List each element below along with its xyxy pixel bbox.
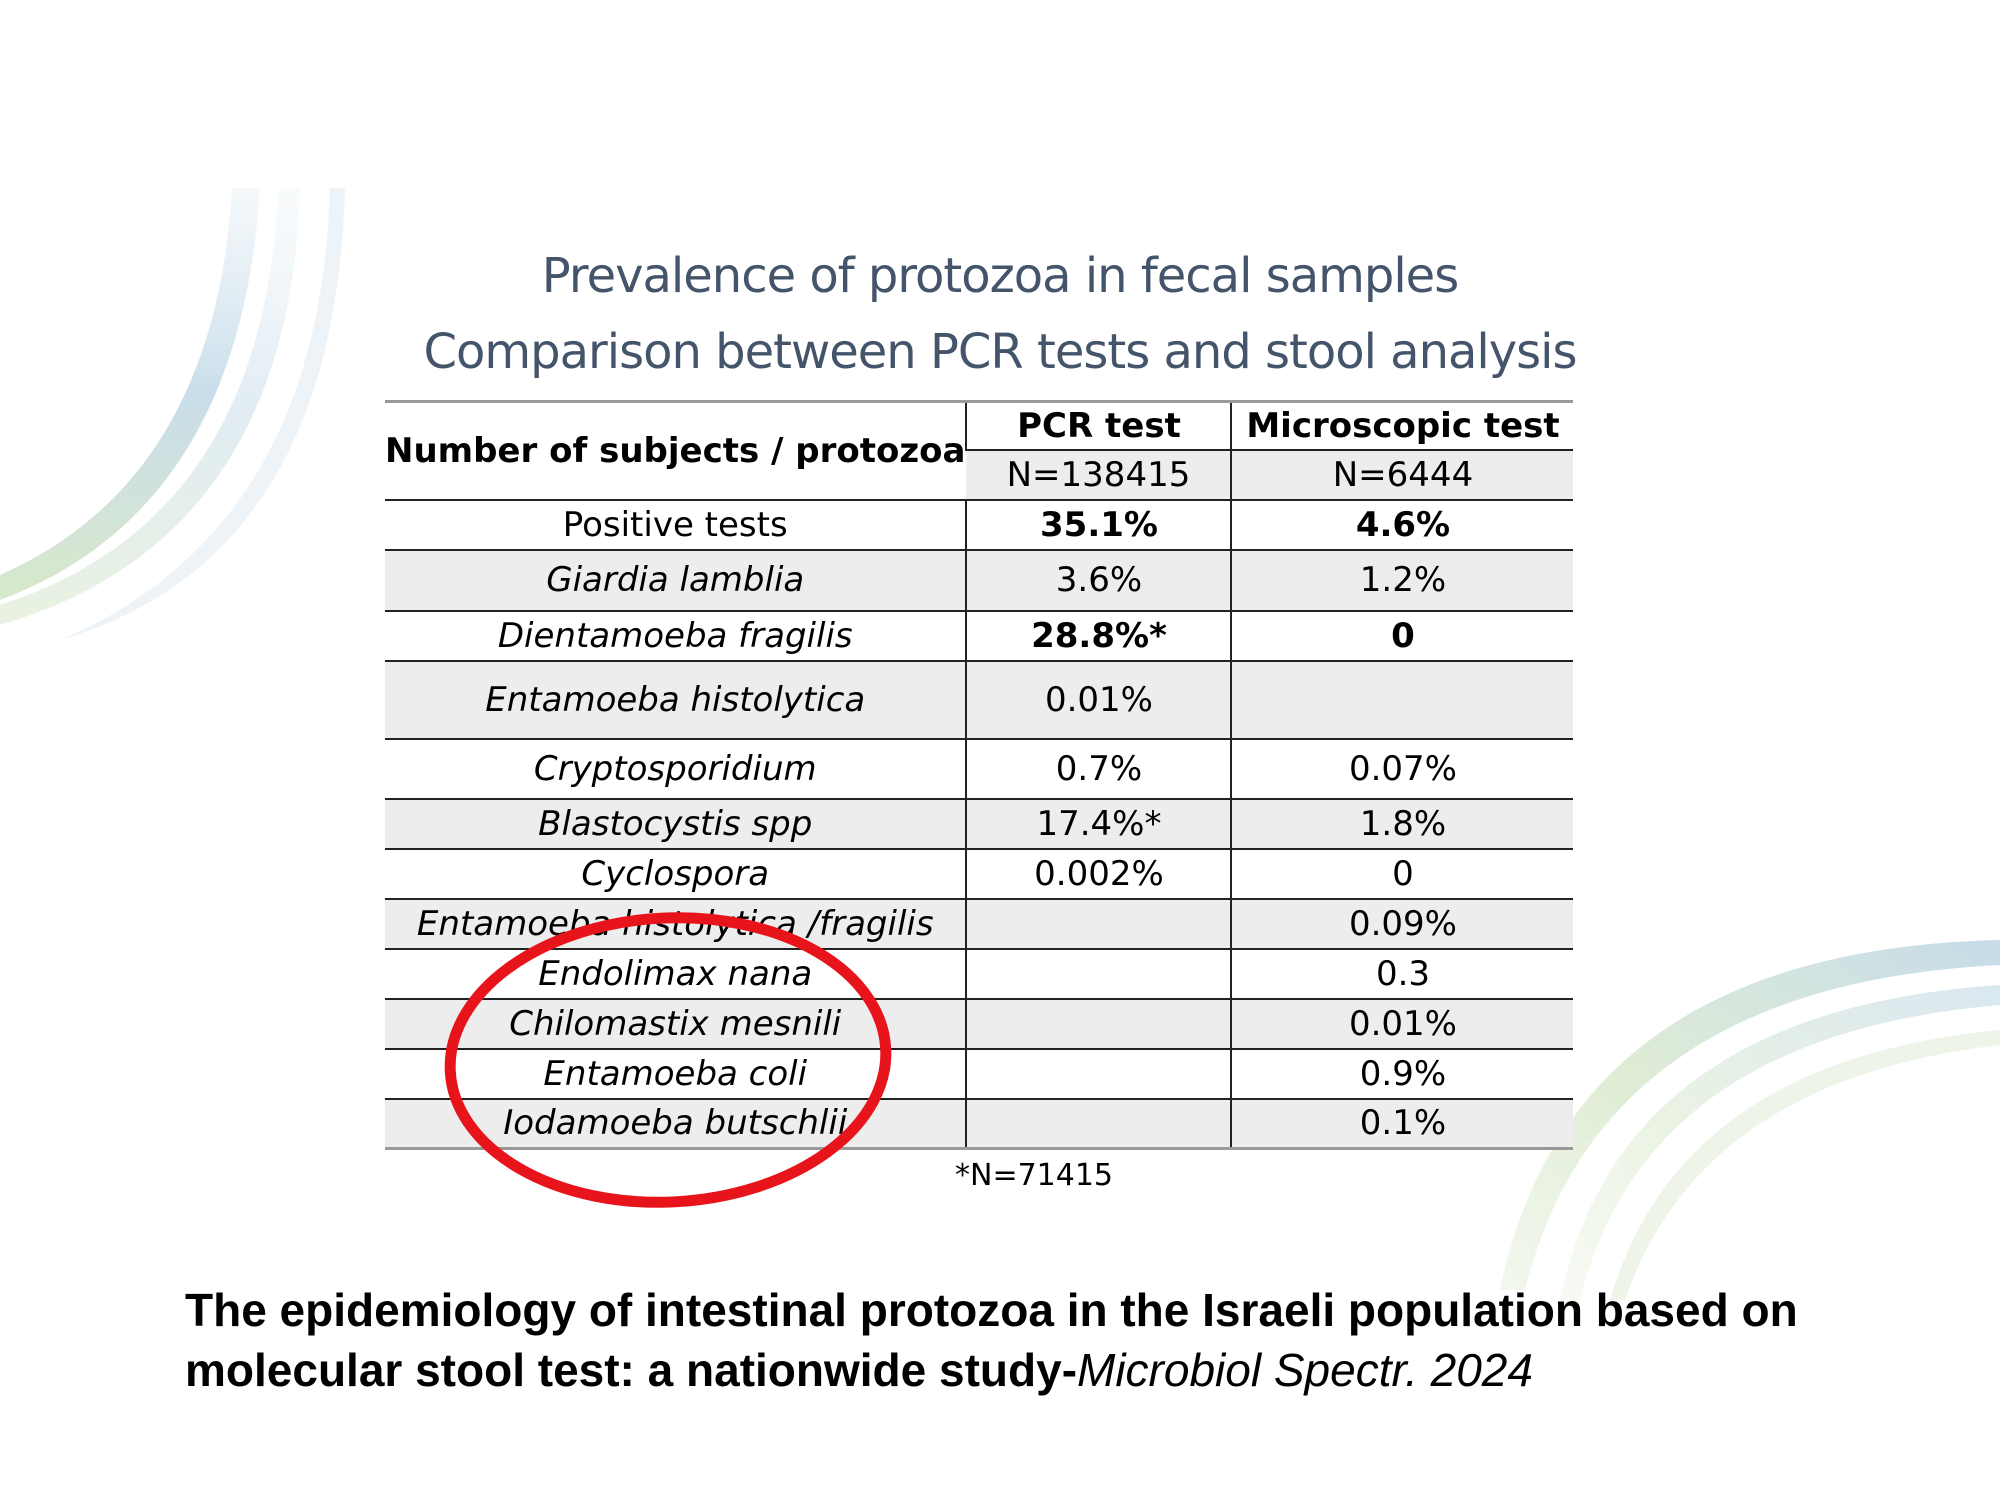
table-row: Entamoeba histolytica /fragilis 0.09% <box>385 897 1574 950</box>
pcr-value-cell <box>965 947 1232 1000</box>
protozoa-name-cell: Cryptosporidium <box>385 737 967 800</box>
pcr-value-cell <box>965 997 1232 1050</box>
microscopic-n-cell: N=6444 <box>1230 448 1574 501</box>
microscopic-value-cell: 0.1% <box>1230 1097 1574 1150</box>
table-n-row: N=138415 N=6444 <box>385 448 1574 501</box>
pcr-value-cell: 0.01% <box>965 659 1232 740</box>
protozoa-prevalence-table: Number of subjects / protozoa PCR test M… <box>385 400 1574 1150</box>
citation-journal: Microbiol Spectr. 2024 <box>1077 1344 1533 1396</box>
microscopic-value-cell <box>1230 659 1574 740</box>
pcr-value-cell: 0.002% <box>965 847 1232 900</box>
protozoa-name-cell: Endolimax nana <box>385 947 967 1000</box>
microscopic-value-cell: 0 <box>1230 609 1574 662</box>
protozoa-name-cell: Entamoeba coli <box>385 1047 967 1100</box>
pcr-value-cell <box>965 897 1232 950</box>
table-row: Iodamoeba butschlii 0.1% <box>385 1097 1574 1150</box>
protozoa-name-cell: Entamoeba histolytica <box>385 659 967 740</box>
microscopic-value-cell: 4.6% <box>1230 498 1574 551</box>
microscopic-value-cell: 0.07% <box>1230 737 1574 800</box>
left-swoosh <box>0 188 345 640</box>
table-row: Entamoeba coli 0.9% <box>385 1047 1574 1100</box>
slide-title: Prevalence of protozoa in fecal samples … <box>380 238 1620 390</box>
protozoa-name-cell: Dientamoeba fragilis <box>385 609 967 662</box>
microscopic-value-cell: 0.3 <box>1230 947 1574 1000</box>
pcr-value-cell: 35.1% <box>965 498 1232 551</box>
footnote: *N=71415 <box>955 1158 1114 1193</box>
table-row: Entamoeba histolytica 0.01% <box>385 659 1574 740</box>
pcr-value-cell: 17.4%* <box>965 797 1232 850</box>
pcr-value-cell: 28.8%* <box>965 609 1232 662</box>
row-header-cell: Number of subjects / protozoa <box>385 400 967 501</box>
citation-title: The epidemiology of intestinal protozoa … <box>185 1284 1798 1396</box>
microscopic-value-cell: 1.2% <box>1230 548 1574 612</box>
table-row: Giardia lamblia 3.6% 1.2% <box>385 548 1574 612</box>
protozoa-name-cell: Positive tests <box>385 498 967 551</box>
protozoa-name-cell: Giardia lamblia <box>385 548 967 612</box>
microscopic-value-cell: 0 <box>1230 847 1574 900</box>
pcr-value-cell <box>965 1097 1232 1150</box>
table-header-row: Number of subjects / protozoa PCR test M… <box>385 400 1574 501</box>
citation-caption: The epidemiology of intestinal protozoa … <box>185 1280 1985 1400</box>
microscopic-value-cell: 0.09% <box>1230 897 1574 950</box>
table-row: Cyclospora 0.002% 0 <box>385 847 1574 900</box>
pcr-n-cell: N=138415 <box>966 448 1232 501</box>
title-line-1: Prevalence of protozoa in fecal samples <box>541 248 1459 304</box>
right-swoosh <box>1500 940 2000 1300</box>
pcr-value-cell: 0.7% <box>965 737 1232 800</box>
column-header-microscopic: Microscopic test <box>1230 400 1574 451</box>
table-row: Chilomastix mesnili 0.01% <box>385 997 1574 1050</box>
table-row: Dientamoeba fragilis 28.8%* 0 <box>385 609 1574 662</box>
pcr-value-cell <box>965 1047 1232 1100</box>
microscopic-value-cell: 0.01% <box>1230 997 1574 1050</box>
title-line-2: Comparison between PCR tests and stool a… <box>423 324 1577 380</box>
microscopic-value-cell: 0.9% <box>1230 1047 1574 1100</box>
microscopic-value-cell: 1.8% <box>1230 797 1574 850</box>
table-row: Cryptosporidium 0.7% 0.07% <box>385 737 1574 800</box>
protozoa-name-cell: Iodamoeba butschlii <box>385 1097 967 1150</box>
column-header-pcr: PCR test <box>965 400 1232 451</box>
table-row: Endolimax nana 0.3 <box>385 947 1574 1000</box>
table-row: Positive tests 35.1% 4.6% <box>385 498 1574 551</box>
protozoa-name-cell: Cyclospora <box>385 847 967 900</box>
table-row: Blastocystis spp 17.4%* 1.8% <box>385 797 1574 850</box>
protozoa-name-cell: Blastocystis spp <box>385 797 967 850</box>
pcr-value-cell: 3.6% <box>965 548 1232 612</box>
protozoa-name-cell: Entamoeba histolytica /fragilis <box>385 897 967 950</box>
protozoa-name-cell: Chilomastix mesnili <box>385 997 967 1050</box>
